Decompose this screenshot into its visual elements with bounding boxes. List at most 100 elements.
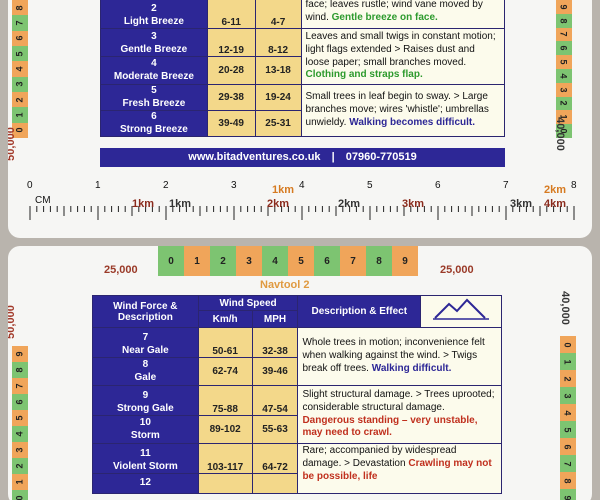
force-number: 6 [151,111,157,122]
effect-text: Rare; accompanied by widespread damage. … [302,445,457,469]
footer-separator: | [331,151,335,163]
scale-cell: 4 [262,246,288,276]
scale-cell: 5 [288,246,314,276]
mph-cell: 8-12 [254,28,302,57]
kmh-cell [197,473,253,494]
contact-footer: www.bitadventures.co.uk | 07960-770519 [100,148,505,167]
ruler-cm-number: 4 [299,180,305,191]
effect-highlight: Dangerous standing – very unstable, may … [302,414,478,439]
top-right-scale-label: 40,000 [553,117,566,151]
effect-text: face; leaves rustle; wind vane moved by … [305,0,483,23]
scale-cell: 6 [314,246,340,276]
ruler-cm-number: 5 [367,180,373,191]
table-row: 2 Light Breeze 6-11 4-7 face; leaves rus… [100,0,506,29]
table-row: 9 Strong Gale 75-88 47-54 Slight structu… [92,385,502,444]
table-row: 7 Near Gale 50-61 32-38 Whole trees in m… [92,327,502,386]
force-name: Light Breeze [123,15,184,27]
header-force: Wind Force & Description [92,295,199,328]
table-row: 8 Gale 62-74 39-46 [92,357,502,386]
table-row: 5 Fresh Breeze 29-38 19-24 Small trees i… [100,84,506,137]
mph-cell [251,473,299,494]
force-number: 5 [151,85,157,96]
force-number: 9 [142,390,149,401]
ruler-ticks [29,206,575,220]
force-number: 2 [151,3,157,14]
effect-text: Leaves and small twigs in constant motio… [305,30,496,68]
top-card: 8 7 6 5 4 3 2 1 0 50,000 9 8 7 6 5 4 3 2… [8,0,592,238]
scale-cell: 9 [392,246,418,276]
top-left-scale-strip: 8 7 6 5 4 3 2 1 0 [12,0,28,138]
header-description: Description & Effect [297,295,422,328]
bottom-left-scale-strip: 9 8 7 6 5 4 3 2 1 0 [12,346,28,500]
force-name: Moderate Breeze [113,70,194,82]
effect-text: Slight structural damage. > Trees uproot… [302,388,495,413]
scale-cell: 2 [210,246,236,276]
horizontal-scale-strip: 0 1 2 3 4 5 6 7 8 9 [158,246,418,276]
ruler-cm-number: 2 [163,180,169,191]
effect-text: Whole trees in motion; inconvenience fel… [302,337,485,374]
mph-cell: 19-24 [254,84,302,111]
wind-table-bottom: Wind Force & Description Wind Speed Desc… [92,294,502,494]
scale-cell: 8 [366,246,392,276]
table-header-row: Wind Force & Description Wind Speed Desc… [92,294,502,328]
scale-cell: 3 [236,246,262,276]
kmh-cell: 39-49 [206,110,256,137]
kmh-cell: 75-88 [197,385,253,416]
kmh-cell: 62-74 [197,357,253,386]
mph-cell: 32-38 [251,327,299,358]
force-name: Strong Gale [117,402,174,414]
force-name: Strong Breeze [119,123,188,135]
bottom-left-scale-label: 50,000 [8,305,17,339]
cm-ruler: CM 0 1 2 3 4 5 6 7 8 1km 1km 1km 2km 2km 3km 3km… [20,180,580,238]
effect-highlight: Crawling may not be possible, life [302,457,492,482]
table-row: 12 [92,473,502,494]
ruler-cm-number: 7 [503,180,509,191]
header-speed: Wind Speed [197,294,299,312]
mph-cell: 64-72 [251,443,299,474]
km-label: 1km [132,198,155,210]
table-header-row: Km/h MPH [93,310,502,328]
kmh-cell: 89-102 [197,415,253,444]
force-number: 10 [139,417,151,428]
mountain-icon [433,298,490,320]
ruler-cm-label: CM [35,195,51,206]
bottom-right-scale-strip: 0 1 2 3 4 5 6 7 8 9 [560,336,576,500]
scale-cell: 0 [158,246,184,276]
scale-cell: 7 [340,246,366,276]
kmh-cell: 20-28 [206,56,256,85]
kmh-cell: 6-11 [206,0,256,29]
bottom-right-scale-label: 40,000 [558,291,571,325]
km-label: 2km [338,198,361,210]
force-number: 4 [151,58,157,69]
phone-number: 07960-770519 [345,151,417,163]
force-number: 3 [151,31,157,42]
mph-cell: 55-63 [251,415,299,444]
website-link[interactable]: www.bitadventures.co.uk [188,151,321,163]
km-label: 2km [544,184,567,196]
scale-cell: 1 [184,246,210,276]
kmh-cell: 29-38 [206,84,256,111]
effect-highlight: Gentle breeze on face. [331,11,438,23]
mph-cell: 13-18 [254,56,302,85]
top-left-scale-label: 50,000 [8,127,17,161]
km-label: 1km [169,198,192,210]
header-mph: MPH [251,310,299,328]
mph-cell: 25-31 [254,110,302,137]
scale-left-label: 25,000 [104,264,138,276]
top-right-scale-strip: 9 8 7 6 5 4 3 2 1 0 [556,0,572,138]
kmh-cell: 103-117 [197,443,253,474]
force-name: Gale [134,371,157,383]
km-label: 1km [272,184,295,196]
table-row: 6 Strong Breeze 39-49 25-31 [100,110,505,137]
ruler-cm-number: 3 [231,180,237,191]
kmh-cell: 50-61 [197,327,253,358]
effect-highlight: Walking difficult. [371,362,452,374]
km-label: 2km [267,198,290,210]
navtool-title: Navtool 2 [260,279,310,291]
wind-table-top: 2 Light Breeze 6-11 4-7 face; leaves rus… [100,0,506,137]
mph-cell: 39-46 [251,357,299,386]
force-number: 12 [139,477,151,489]
mph-cell: 4-7 [254,0,302,29]
effect-highlight: Clothing and straps flap. [305,69,423,81]
ruler-cm-number: 1 [95,180,101,191]
